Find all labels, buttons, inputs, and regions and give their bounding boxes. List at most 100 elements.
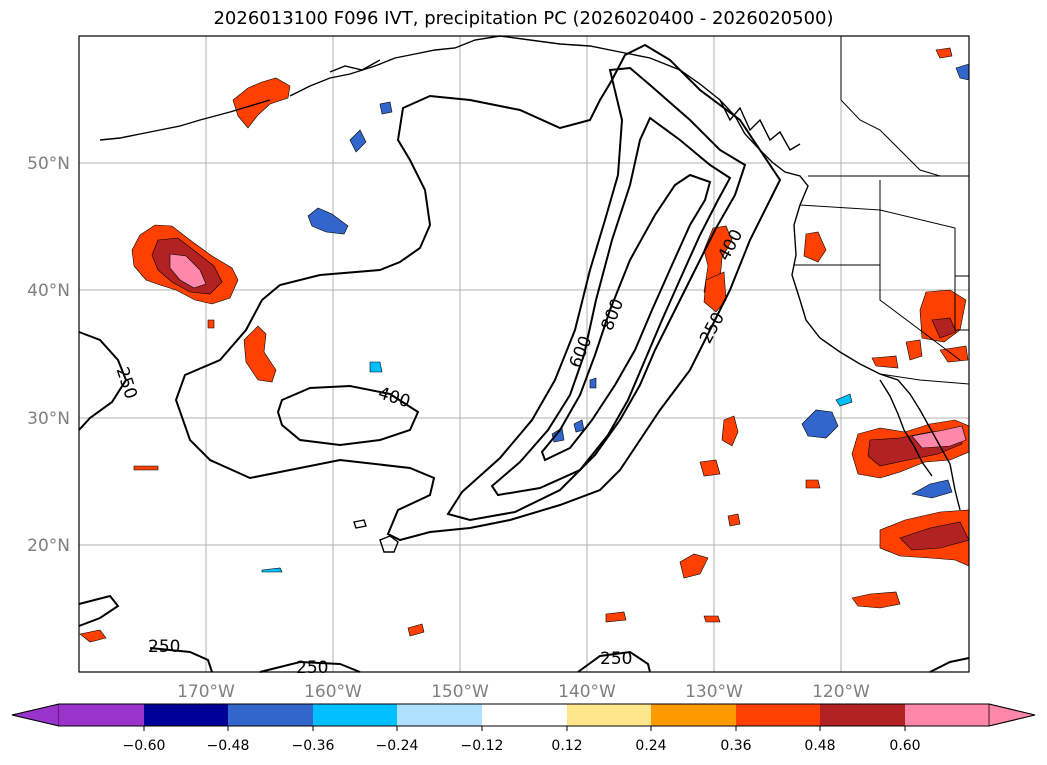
colorbar-tick-4: −0.24 [376, 738, 419, 754]
precip-neg-7 [835, 393, 853, 407]
colorbar-tick-marks [143, 726, 906, 731]
colorbar-tick-3: −0.36 [292, 738, 335, 754]
longitude-labels: 170°W 160°W 150°W 140°W 130°W 120°W [177, 682, 870, 702]
coast-aleutians [99, 99, 271, 141]
contour-250-south-c [577, 650, 651, 673]
precip-area-cell-4 [851, 591, 901, 609]
precip-area-cell-11 [727, 513, 741, 527]
coast-gulf-alaska [499, 35, 961, 511]
precip-area-cell-3 [679, 553, 709, 579]
contour-label-250-south-c: 250 [600, 649, 632, 669]
coastlines [99, 35, 961, 553]
colorbar-extend-high [988, 703, 1036, 727]
colorbar-segment-2 [144, 704, 228, 726]
precip-area-cell-5 [79, 629, 107, 643]
colorbar-outline [11, 703, 1036, 727]
precip-area-north-pacific-peak [169, 253, 207, 289]
precip-area-cell-7 [805, 479, 821, 489]
precip-area-cell-12 [935, 47, 953, 59]
colorbar-segment-11 [905, 704, 989, 726]
coast-hawaii-2 [353, 519, 367, 529]
lon-label-120w: 120°W [812, 682, 870, 702]
precip-area-cell-6 [133, 465, 159, 471]
precip-area-cell-1 [721, 415, 739, 447]
border-canada-interior [840, 99, 941, 177]
border-ca-nv [879, 265, 961, 361]
colorbar-tick-5: −0.12 [461, 738, 504, 754]
colorbar-segment-8 [651, 704, 736, 726]
precip-area-baja-peak [911, 425, 967, 449]
colorbar: −0.60 −0.48 −0.36 −0.24 −0.12 0.12 0.24 … [11, 703, 1036, 754]
coast-baja [879, 379, 933, 477]
map-title: 2026013100 F096 IVT, precipitation PC (2… [213, 8, 834, 29]
colorbar-segment-10 [820, 704, 905, 726]
lon-label-160w: 160°W [304, 682, 362, 702]
lat-label-50n: 50°N [27, 154, 70, 174]
precip-area-cell-13 [207, 319, 215, 329]
coast-hawaii [379, 535, 399, 553]
precip-neg-6 [911, 479, 953, 499]
contour-400-inner [276, 384, 420, 447]
contour-800 [540, 173, 712, 462]
political-borders [794, 36, 970, 385]
colorbar-extend-low [11, 703, 60, 727]
border-id [879, 209, 969, 277]
precip-negative-areas [261, 63, 970, 573]
colorbar-segment-3 [228, 704, 313, 726]
latitude-labels: 50°N 40°N 30°N 20°N [27, 154, 70, 556]
colorbar-segment-6 [482, 704, 567, 726]
colorbar-tick-10: 0.60 [889, 738, 920, 754]
contour-250-sw [78, 594, 120, 627]
map-frame [78, 35, 970, 673]
contour-250-south-b [259, 660, 361, 673]
precip-area-ca-b [931, 317, 957, 339]
contour-label-250-south-b: 250 [296, 658, 328, 678]
precip-area-mid [243, 325, 277, 383]
colorbar-tick-7: 0.24 [635, 738, 666, 754]
lat-label-40n: 40°N [27, 281, 70, 301]
lat-label-30n: 30°N [27, 409, 70, 429]
colorbar-segment-7 [567, 704, 651, 726]
colorbar-tick-8: 0.36 [720, 738, 751, 754]
precip-area-or [803, 231, 827, 263]
colorbar-tick-6: 0.12 [551, 738, 582, 754]
contour-label-250-south-a: 250 [148, 637, 180, 657]
precip-area-ca-e [871, 355, 899, 369]
contour-250-west [78, 331, 128, 431]
contour-250-se [929, 657, 970, 673]
precip-area-cell-10 [703, 615, 721, 623]
lat-label-20n: 20°N [27, 536, 70, 556]
precip-neg-5 [801, 409, 839, 439]
precip-neg-4 [369, 361, 383, 373]
precip-area-cell-9 [407, 623, 425, 637]
coast-alaska-2 [329, 59, 381, 73]
lon-label-140w: 140°W [558, 682, 616, 702]
colorbar-segment-9 [736, 704, 820, 726]
colorbar-segment-1 [59, 704, 144, 726]
border-us-mexico [879, 373, 970, 385]
lon-label-150w: 150°W [431, 682, 489, 702]
precip-neg-12 [589, 377, 597, 389]
border-nv-ut [954, 276, 969, 331]
precip-area-cell-8 [605, 611, 627, 623]
coast-alaska [289, 35, 501, 97]
contour-400-outer [446, 66, 747, 522]
precip-area-ca-c [905, 339, 923, 361]
lon-label-130w: 130°W [685, 682, 743, 702]
colorbar-tick-2: −0.48 [207, 738, 250, 754]
coast-canada-inlets [719, 99, 801, 151]
precip-neg-9 [261, 567, 283, 573]
colorbar-segment-5 [397, 704, 482, 726]
colorbar-segment-4 [313, 704, 397, 726]
precip-neg-2 [349, 129, 367, 153]
contour-250-south-a [149, 647, 213, 673]
contour-250-outer [174, 43, 782, 542]
ivt-contours [78, 43, 970, 673]
map-panel [79, 36, 969, 672]
colorbar-tick-1: −0.60 [123, 738, 166, 754]
precip-neg-1 [307, 207, 349, 235]
lon-label-170w: 170°W [177, 682, 235, 702]
contour-600 [490, 116, 732, 497]
colorbar-tick-9: 0.48 [804, 738, 835, 754]
